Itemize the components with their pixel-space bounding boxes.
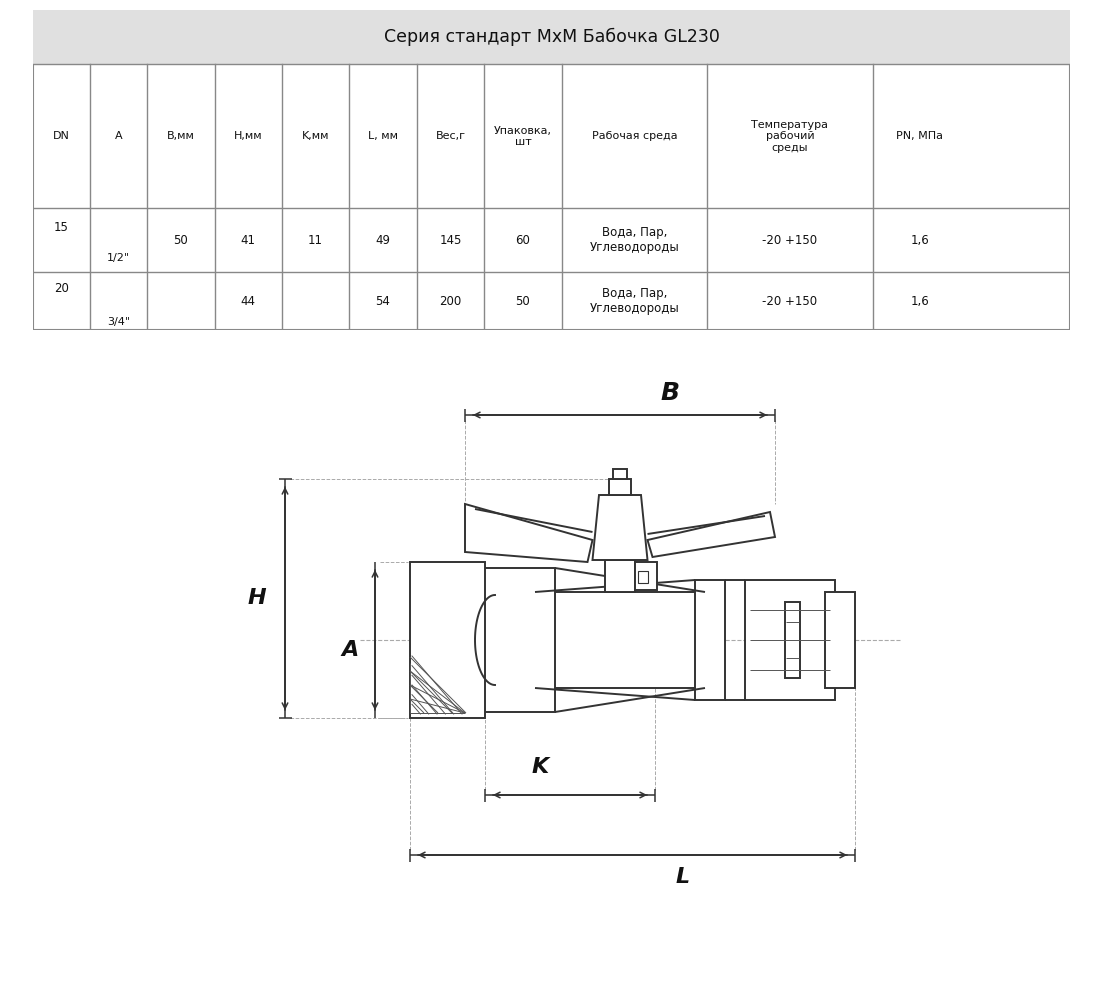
Bar [33,10,1070,64]
Bar [535,592,705,688]
Bar [695,580,725,700]
Polygon shape [592,495,647,560]
Text: H: H [248,588,266,608]
Text: 3/4": 3/4" [107,317,130,327]
Text: 60: 60 [515,234,531,247]
Text: 1,6: 1,6 [910,295,929,308]
Text: 11: 11 [308,234,323,247]
Text: PN, МПа: PN, МПа [896,131,943,141]
Text: 54: 54 [376,295,390,308]
Text: 20: 20 [54,282,69,295]
Bar [613,469,627,479]
Text: -20 +150: -20 +150 [762,295,817,308]
Text: 41: 41 [240,234,256,247]
Text: B,мм: B,мм [167,131,195,141]
Text: Вес,г: Вес,г [436,131,465,141]
Text: A: A [341,640,358,660]
Bar [745,580,835,700]
Text: Упаковка,
шт: Упаковка, шт [494,126,552,147]
Bar [785,602,800,678]
Bar [456,568,555,712]
Text: 1,6: 1,6 [910,234,929,247]
Bar [825,592,855,688]
Text: -20 +150: -20 +150 [762,234,817,247]
Text: 15: 15 [54,221,69,234]
Text: Серия стандарт МхМ Бабочка GL230: Серия стандарт МхМ Бабочка GL230 [384,28,719,46]
Text: H,мм: H,мм [234,131,263,141]
Text: 50: 50 [173,234,189,247]
Text: Вода, Пар,
Углеводороды: Вода, Пар, Углеводороды [590,287,679,315]
Bar [609,479,631,495]
Text: 145: 145 [439,234,461,247]
Polygon shape [465,504,592,562]
Text: K,мм: K,мм [302,131,330,141]
Text: Рабочая среда: Рабочая среда [591,131,677,141]
Text: Вода, Пар,
Углеводороды: Вода, Пар, Углеводороды [590,226,679,254]
Bar [410,562,485,718]
Bar [638,571,647,583]
Text: B: B [661,381,679,405]
Text: A: A [115,131,122,141]
Text: 44: 44 [240,295,256,308]
Bar [606,560,635,592]
Text: Температура
рабочий
среды: Температура рабочий среды [751,120,828,153]
Text: L, мм: L, мм [368,131,398,141]
Text: DN: DN [53,131,69,141]
Polygon shape [647,512,775,557]
Text: L: L [675,867,689,887]
Text: K: K [532,757,548,777]
Text: 49: 49 [375,234,390,247]
Text: 200: 200 [439,295,461,308]
Text: 50: 50 [515,295,531,308]
Text: 1/2": 1/2" [107,253,130,263]
Bar [635,562,657,590]
